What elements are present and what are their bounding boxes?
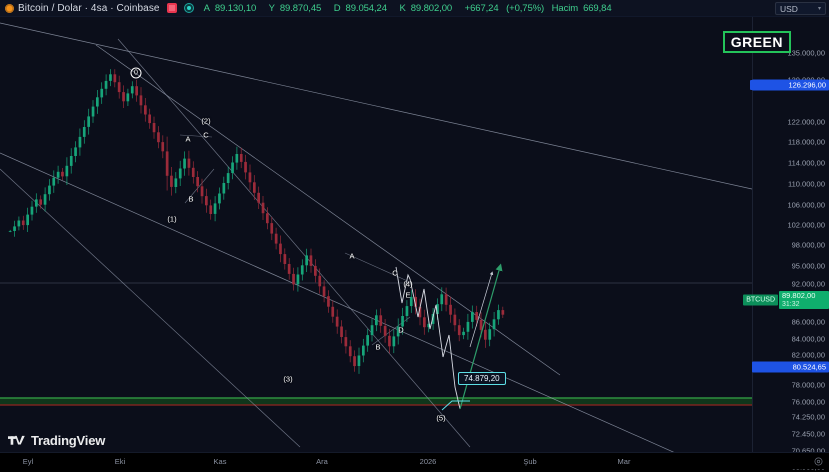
last-price-badge[interactable]: 89.802,00 31:32: [779, 291, 829, 309]
tradingview-brand: TradingView: [31, 433, 106, 448]
price-axis[interactable]: 135.000,00130.000,00122.000,00118.000,00…: [743, 17, 829, 472]
wave-label[interactable]: D: [398, 325, 404, 335]
wave-label[interactable]: E: [405, 290, 411, 300]
time-tick: Eyl: [22, 457, 34, 466]
price-tick: 82.000,00: [791, 350, 825, 360]
wave-label[interactable]: (2): [201, 116, 211, 126]
time-tick: Ara: [316, 457, 328, 466]
price-tick: 114.000,00: [788, 158, 825, 168]
price-chart-svg: [0, 22, 752, 452]
wave-label[interactable]: 0: [130, 67, 142, 79]
tooltip-leader-line: [441, 400, 470, 411]
teal-circle-icon[interactable]: [183, 3, 194, 13]
bitcoin-coin-icon: [5, 3, 14, 13]
wave-label[interactable]: A: [185, 134, 191, 144]
price-tick: 102.000,00: [787, 220, 825, 230]
time-tick: Kas: [213, 457, 227, 466]
bar-countdown-timer: 31:32: [782, 300, 800, 308]
green-annotation-box[interactable]: GREEN: [722, 31, 791, 53]
gear-icon[interactable]: [814, 457, 823, 466]
projection-path-pre: [395, 266, 411, 304]
price-tick: 76.000,00: [791, 397, 825, 407]
projection-path: [409, 278, 461, 410]
price-tick: 86.000,00: [791, 317, 825, 327]
wave-label[interactable]: A: [349, 251, 355, 261]
tradingview-watermark: TradingView: [8, 433, 105, 448]
time-tick: Eki: [114, 457, 126, 466]
ohlc-low: D 89.054,24: [333, 2, 387, 14]
price-tick: 106.000,00: [787, 200, 825, 210]
high-price-badge: 126.296,00: [752, 79, 829, 91]
price-tick: 118.000,00: [788, 137, 825, 147]
wave-label[interactable]: (5): [436, 413, 446, 423]
ohlc-volume: Hacim 669,84: [551, 2, 612, 14]
price-tick: 72.450,00: [791, 429, 825, 439]
chevron-down-icon: ▾: [817, 6, 821, 12]
chart-plot-area[interactable]: 0 (1) (2) A B C (3) A B C (4) D E (5): [0, 17, 752, 452]
price-tick: 78.000,00: [791, 380, 825, 390]
ohlc-readout: A 89.130,10 Y 89.870,45 D 89.054,24 K 89.802…: [204, 3, 622, 14]
price-tick: 122.000,00: [787, 117, 825, 127]
symbol-title[interactable]: Bitcoin / Dolar · 4sa · Coinbase: [18, 2, 160, 14]
ohlc-close: K 89.802,00: [399, 2, 453, 14]
price-tick: 84.000,00: [791, 334, 825, 344]
ohlc-open: A 89.130,10: [203, 2, 257, 14]
currency-value: USD: [780, 3, 798, 14]
price-tick: 135.000,00: [787, 48, 825, 58]
triangle-guides: [179, 134, 413, 346]
time-axis[interactable]: Eyl Eki Kas Ara 2026 Şub Mar: [0, 452, 829, 469]
price-tick: 98.000,00: [791, 240, 825, 250]
currency-selector[interactable]: USD ▾: [775, 2, 826, 15]
price-tick: 95.000,00: [791, 261, 825, 271]
price-tick: 74.250,00: [791, 412, 825, 422]
time-tick: 2026: [419, 457, 437, 466]
chart-header-toolbar: Bitcoin / Dolar · 4sa · Coinbase A 89.130…: [0, 0, 829, 17]
price-tick: 70.650,00: [791, 446, 825, 456]
ohlc-high: Y 89.870,45: [268, 2, 322, 14]
ohlc-change-pct: (+0,75%): [506, 2, 545, 14]
trend-channel-main: [0, 22, 752, 452]
price-tick: 92.000,00: [791, 279, 825, 289]
wave-label[interactable]: C: [203, 130, 209, 140]
last-price-symbol-tag: BTCUSD: [743, 294, 778, 306]
ohlc-change: +667,24: [464, 2, 499, 14]
red-square-icon[interactable]: [166, 3, 177, 13]
last-price-value: 89.802,00: [782, 291, 816, 300]
wave-label[interactable]: (4): [403, 279, 413, 289]
low-price-badge: 80.524,65: [752, 361, 829, 373]
projection-minor-arrow: [469, 271, 494, 348]
trend-channel-inner: [0, 38, 471, 448]
wave-label[interactable]: (1): [167, 214, 177, 224]
tradingview-logo-icon: [8, 435, 25, 445]
wave-label[interactable]: (3): [283, 374, 293, 384]
target-price-tooltip[interactable]: 74.879,20: [458, 372, 506, 385]
wave-label[interactable]: B: [188, 194, 194, 204]
wave-label[interactable]: B: [375, 342, 381, 352]
time-tick: Mar: [617, 457, 631, 466]
projection-rally-arrow: [459, 263, 503, 410]
time-tick: Şub: [523, 457, 537, 466]
candlestick-series: [8, 69, 505, 374]
wave-label[interactable]: C: [392, 268, 398, 278]
support-zone-band: [0, 397, 752, 406]
price-tick: 110.000,00: [788, 179, 825, 189]
